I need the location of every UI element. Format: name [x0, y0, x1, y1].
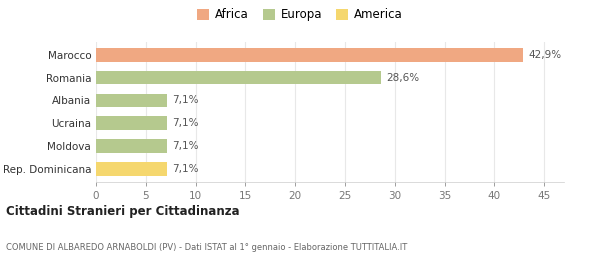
- Text: 7,1%: 7,1%: [172, 95, 198, 105]
- Bar: [96, 48, 523, 62]
- Bar: [96, 139, 167, 153]
- Text: 7,1%: 7,1%: [172, 141, 198, 151]
- Text: 28,6%: 28,6%: [386, 73, 419, 83]
- Legend: Africa, Europa, America: Africa, Europa, America: [195, 6, 405, 24]
- Text: 42,9%: 42,9%: [528, 50, 561, 60]
- Bar: [96, 116, 167, 130]
- Text: 7,1%: 7,1%: [172, 164, 198, 174]
- Bar: [96, 162, 167, 176]
- Bar: [96, 94, 167, 107]
- Text: Cittadini Stranieri per Cittadinanza: Cittadini Stranieri per Cittadinanza: [6, 205, 239, 218]
- Bar: [96, 71, 381, 84]
- Text: COMUNE DI ALBAREDO ARNABOLDI (PV) - Dati ISTAT al 1° gennaio - Elaborazione TUTT: COMUNE DI ALBAREDO ARNABOLDI (PV) - Dati…: [6, 243, 407, 252]
- Text: 7,1%: 7,1%: [172, 118, 198, 128]
